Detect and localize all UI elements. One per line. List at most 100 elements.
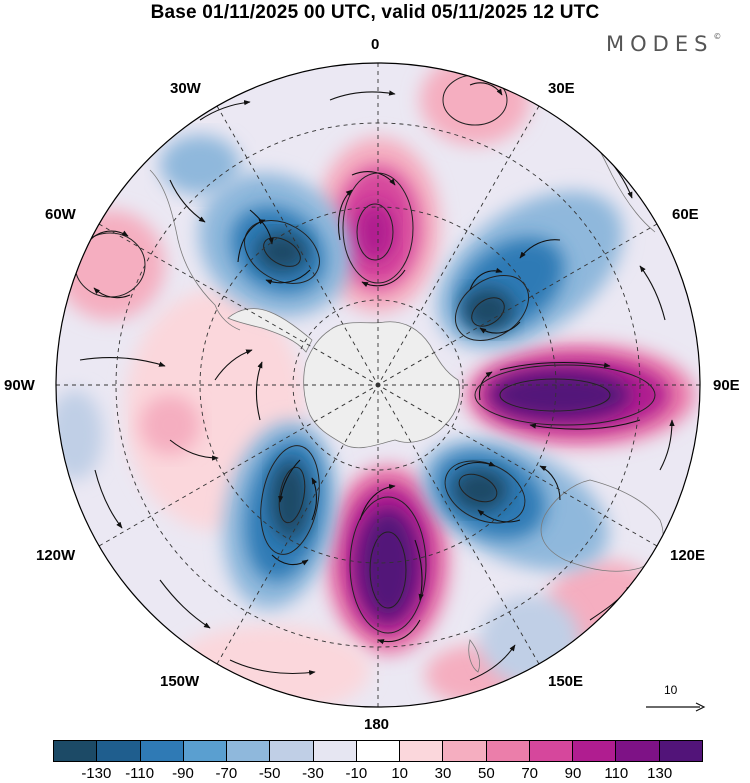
anomaly-lobe-positive-150w xyxy=(170,625,370,707)
wind-arrow xyxy=(477,509,521,523)
colorbar-swatch xyxy=(443,741,487,761)
wind-arrow xyxy=(169,179,206,223)
longitude-label-30e: 30E xyxy=(548,80,575,97)
colorbar-tick-label: -70 xyxy=(215,765,238,782)
contour xyxy=(244,220,320,284)
anomaly-lobe-positive-90e-max xyxy=(490,371,630,419)
longitude-label-60e: 60E xyxy=(672,206,699,223)
colorbar-tick-label: 110 xyxy=(604,765,629,782)
south-america-outline xyxy=(149,169,241,331)
wind-arrow xyxy=(539,465,561,501)
anomaly-lobe-negative-150e xyxy=(480,595,580,685)
anomaly-lobe-positive-60w xyxy=(56,210,165,320)
wind-arrow xyxy=(159,579,211,629)
latitude-circle xyxy=(292,299,464,471)
wind-arrow xyxy=(214,349,253,381)
longitude-label-90e: 90E xyxy=(713,377,740,394)
colorbar-tick-label: -110 xyxy=(125,765,155,782)
longitude-label-150e: 150E xyxy=(548,673,584,690)
reference-vector-arrow-icon xyxy=(646,702,706,712)
brand-mark: © xyxy=(713,32,722,41)
wind-arrow xyxy=(255,361,263,421)
reference-vector-label: 10 xyxy=(664,683,678,697)
longitude-label-30w: 30W xyxy=(170,80,201,97)
wind-arrow xyxy=(93,287,131,299)
wind-arrow xyxy=(265,269,311,285)
colorbar-tick-label: 50 xyxy=(477,765,495,782)
wind-arrow xyxy=(469,267,503,291)
colorbar-tick-label: -90 xyxy=(172,765,194,782)
wind-arrow xyxy=(361,269,406,288)
wind-arrow xyxy=(479,321,521,334)
colorbar-tick-label: -30 xyxy=(302,765,324,782)
wind-arrow xyxy=(79,357,166,367)
map-boundary xyxy=(55,62,701,708)
colorbar-swatch xyxy=(356,741,401,761)
wind-arrow xyxy=(94,469,123,529)
longitude-label-90w: 90W xyxy=(4,377,35,394)
longitude-label-120w: 120W xyxy=(36,547,76,564)
wind-arrow xyxy=(478,371,493,401)
wind-arrow xyxy=(89,230,129,241)
contour xyxy=(458,473,498,503)
colorbar-tick-label: 70 xyxy=(521,765,538,782)
anomaly-lobe-negative-135e-max xyxy=(452,468,508,512)
wind-arrow xyxy=(519,239,561,259)
anomaly-lobe-negative-100w xyxy=(56,390,103,480)
anomaly-lobe-negative-30w-max xyxy=(256,232,308,272)
colorbar-tick-label: 90 xyxy=(564,765,582,782)
colorbar-swatch xyxy=(486,741,530,761)
contour xyxy=(444,460,526,524)
contour xyxy=(349,496,427,634)
wind-arrow xyxy=(169,439,219,461)
wind-arrow xyxy=(454,461,496,471)
colorbar-swatch xyxy=(529,741,574,761)
longitude-label-60w: 60W xyxy=(45,206,76,223)
colorbar-swatch xyxy=(616,741,660,761)
map-title: Base 01/11/2025 00 UTC, valid 05/11/2025… xyxy=(150,2,600,23)
wind-arrow xyxy=(469,644,516,681)
colorbar xyxy=(53,740,703,762)
wind-arrow xyxy=(229,659,316,676)
antarctica-landmass xyxy=(303,321,460,449)
anomaly-lobe-positive-180-max xyxy=(358,509,418,621)
colorbar-swatch xyxy=(97,741,141,761)
contour xyxy=(474,364,656,426)
australia-outline xyxy=(540,479,664,572)
wind-arrow xyxy=(249,209,274,245)
colorbar-swatch xyxy=(140,741,184,761)
new-zealand-outline xyxy=(468,639,480,673)
colorbar-tick-label: 130 xyxy=(647,765,673,782)
colorbar-swatch xyxy=(659,741,702,761)
anomaly-lobe-negative-160w-max xyxy=(270,460,310,540)
wind-arrow xyxy=(278,459,301,503)
longitude-label-180: 180 xyxy=(364,716,390,733)
wind-arrow xyxy=(414,539,424,601)
colorbar-swatch xyxy=(183,741,228,761)
contour xyxy=(369,531,407,609)
colorbar-tick-label: -130 xyxy=(81,765,112,782)
colorbar-swatch xyxy=(270,741,314,761)
wind-arrow xyxy=(499,361,611,371)
colorbar-tick-label: -10 xyxy=(345,765,368,782)
longitude-label-150w: 150W xyxy=(160,673,200,690)
brand-name: MODES xyxy=(606,32,714,56)
contour xyxy=(263,237,301,267)
colorbar-swatch xyxy=(573,741,617,761)
wind-arrow xyxy=(329,90,396,101)
wind-arrow xyxy=(529,419,641,430)
wind-arrow xyxy=(311,477,318,521)
contour xyxy=(260,445,320,555)
wind-arrow xyxy=(351,171,396,186)
colorbar-tick-label: 10 xyxy=(391,765,408,782)
colorbar-tick-label: 30 xyxy=(434,765,452,782)
contour xyxy=(499,378,611,412)
colorbar-tick-label: -50 xyxy=(258,765,281,782)
colorbar-swatch xyxy=(54,741,98,761)
wind-arrow xyxy=(237,219,266,263)
polar-stereographic-map xyxy=(55,62,701,708)
wind-arrow xyxy=(359,484,396,521)
anomaly-lobe-positive-0-max xyxy=(355,202,395,262)
anomaly-lobe-negative-45e-max xyxy=(462,288,514,332)
modes-brand-logo: MODES© xyxy=(606,32,721,56)
